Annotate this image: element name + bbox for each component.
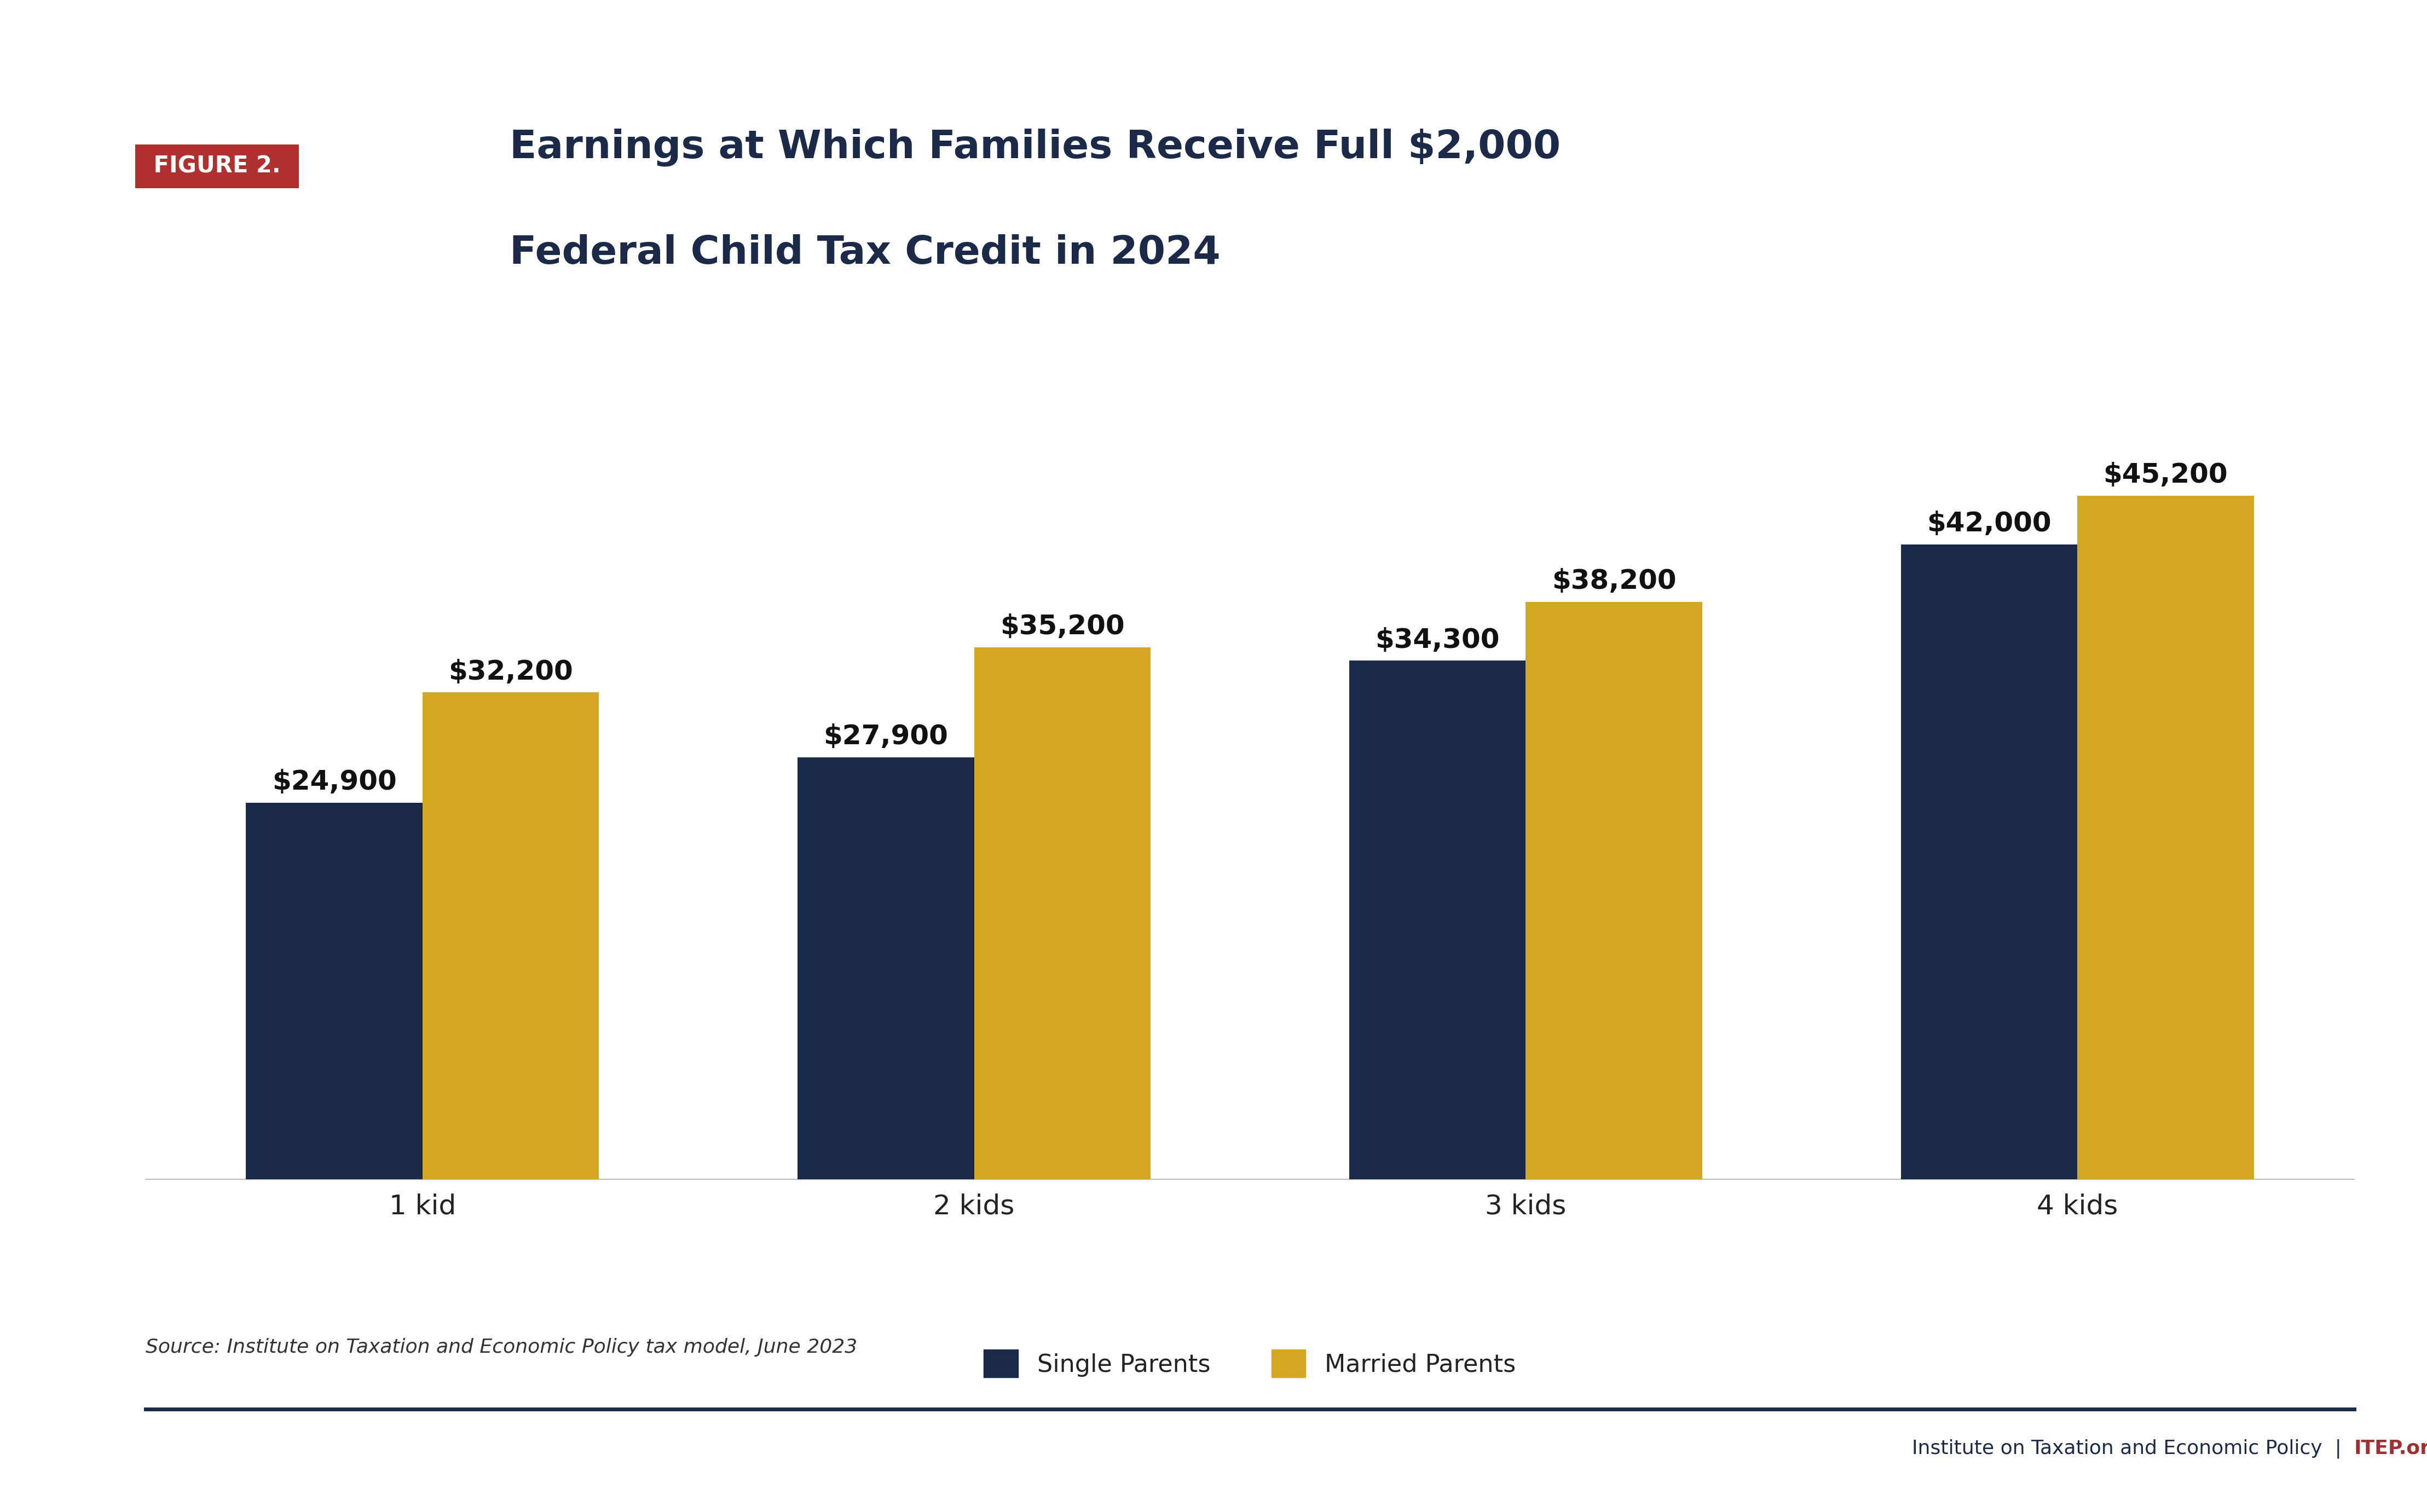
Bar — [1527, 602, 1701, 1179]
Text: $35,200: $35,200 — [1000, 614, 1124, 640]
Text: $34,300: $34,300 — [1376, 627, 1500, 653]
Text: Federal Child Tax Credit in 2024: Federal Child Tax Credit in 2024 — [510, 234, 1221, 272]
Text: Earnings at Which Families Receive Full $2,000: Earnings at Which Families Receive Full … — [510, 129, 1561, 166]
Bar — [1349, 661, 1527, 1179]
Text: $45,200: $45,200 — [2104, 463, 2228, 488]
Legend: Single Parents, Married Parents: Single Parents, Married Parents — [973, 1340, 1527, 1388]
Text: $27,900: $27,900 — [823, 724, 949, 750]
Bar — [1900, 544, 2078, 1179]
Text: ITEP.org: ITEP.org — [2354, 1439, 2427, 1458]
Bar — [245, 803, 422, 1179]
Text: $24,900: $24,900 — [272, 770, 396, 795]
Bar — [422, 692, 599, 1179]
Bar — [973, 647, 1150, 1179]
Text: Institute on Taxation and Economic Policy  |: Institute on Taxation and Economic Polic… — [1912, 1439, 2354, 1458]
Text: Source: Institute on Taxation and Economic Policy tax model, June 2023: Source: Institute on Taxation and Econom… — [146, 1338, 857, 1356]
Text: FIGURE 2.: FIGURE 2. — [146, 154, 289, 178]
Bar — [798, 758, 973, 1179]
Text: $32,200: $32,200 — [449, 659, 573, 685]
Bar — [2078, 496, 2255, 1179]
Text: $42,000: $42,000 — [1927, 511, 2051, 537]
Text: $38,200: $38,200 — [1551, 569, 1677, 594]
